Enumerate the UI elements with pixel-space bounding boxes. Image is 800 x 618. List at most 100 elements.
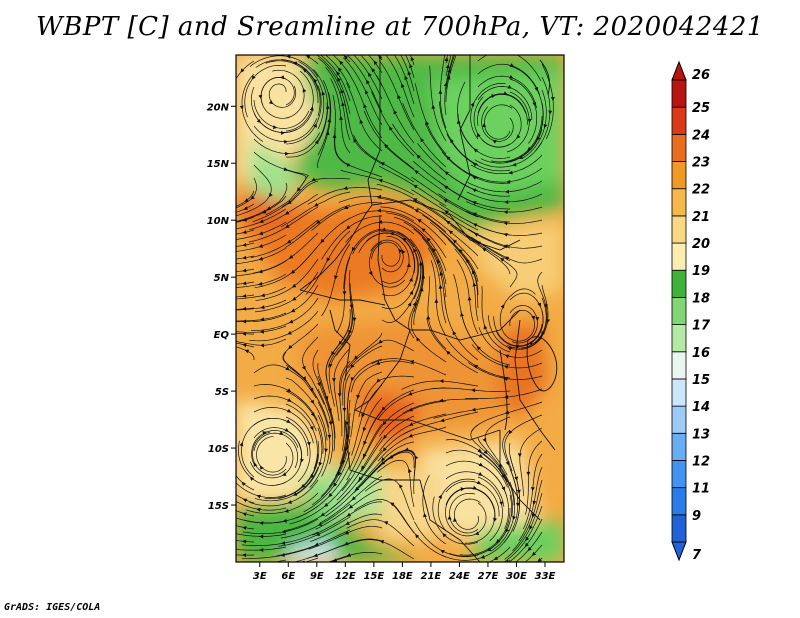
streamline-arrow	[302, 88, 307, 93]
map-frame	[235, 54, 565, 563]
streamline-arrow	[250, 195, 255, 200]
streamline	[249, 479, 319, 507]
streamline-arrow	[242, 306, 247, 311]
streamline	[470, 154, 543, 175]
streamline-arrow	[320, 238, 325, 244]
streamline-arrow	[389, 126, 393, 131]
colorbar-label: 13	[692, 427, 710, 442]
colorbar: 7 9 11 12 13 14 15 16 17 18 19 20 21 22 23 24 25 26	[671, 60, 711, 563]
streamline-arrow	[516, 134, 521, 139]
longitude-axis: 3E 6E 9E 12E 15E 18E 21E 24E 27E 30E 33E	[253, 562, 556, 582]
streamline	[411, 176, 479, 218]
streamline-arrow	[242, 294, 247, 299]
colorbar-top-arrow	[671, 60, 687, 81]
streamline	[509, 305, 538, 344]
streamline	[457, 113, 511, 159]
streamline-arrow	[325, 130, 330, 136]
colorbar-segment	[671, 405, 687, 434]
streamline	[285, 70, 314, 132]
streamline-arrow	[471, 407, 476, 412]
streamline-arrow	[291, 296, 297, 301]
streamline-arrow	[260, 293, 266, 298]
streamline-arrow	[259, 548, 264, 552]
lon-label: 21E	[421, 571, 442, 582]
streamline	[468, 167, 543, 183]
streamline-arrow	[284, 210, 290, 215]
streamline-arrow	[503, 365, 509, 369]
streamline-arrow	[516, 502, 520, 507]
streamline-arrow	[409, 290, 414, 295]
streamline	[470, 401, 543, 432]
streamline-arrow	[467, 296, 472, 301]
streamline-arrow	[409, 277, 413, 282]
streamline	[346, 82, 383, 152]
streamline-arrow	[446, 220, 451, 225]
streamline-arrow	[292, 492, 298, 496]
streamlines	[236, 55, 555, 562]
streamline-arrow	[507, 346, 513, 351]
streamline-arrow	[412, 198, 418, 202]
streamline-arrow	[302, 376, 307, 381]
streamline	[310, 513, 383, 543]
streamline-arrow	[272, 125, 278, 130]
streamline	[381, 264, 422, 323]
streamline-arrow	[389, 502, 395, 507]
colorbar-segment	[671, 297, 687, 325]
streamline	[429, 222, 479, 283]
streamline	[333, 347, 351, 422]
streamline	[490, 481, 516, 552]
streamline-arrow	[331, 378, 336, 383]
streamline	[241, 417, 271, 478]
colorbar-segment	[671, 324, 687, 353]
streamline-arrow	[417, 218, 422, 223]
streamline-arrow	[361, 413, 365, 418]
streamline	[467, 362, 543, 380]
streamline	[252, 431, 287, 476]
streamline	[445, 502, 487, 537]
streamline	[412, 199, 479, 244]
streamline-arrow	[414, 170, 419, 175]
streamline-arrow	[320, 512, 325, 517]
streamline-arrow	[258, 269, 263, 274]
streamline	[443, 292, 479, 361]
streamline-arrow	[340, 89, 345, 94]
lat-label: 10S	[208, 444, 229, 455]
colorbar-label: 14	[692, 400, 710, 415]
streamline	[403, 411, 479, 435]
streamline	[447, 239, 479, 309]
streamline-arrow	[363, 440, 367, 446]
streamline	[346, 410, 383, 481]
streamline	[409, 238, 424, 313]
streamline-arrow	[414, 455, 419, 460]
streamline	[460, 310, 511, 366]
country-borders	[299, 55, 558, 562]
streamline-arrow	[493, 556, 499, 560]
streamline-arrow	[279, 75, 284, 80]
streamline	[380, 230, 419, 287]
streamline	[385, 212, 447, 259]
colorbar-segment	[671, 161, 687, 190]
streamline-arrow	[355, 486, 360, 492]
streamline	[371, 241, 401, 267]
colorbar-segment	[671, 378, 687, 407]
streamline-arrow	[309, 106, 314, 111]
streamline-arrow	[504, 256, 510, 261]
streamline-arrow	[259, 521, 264, 526]
streamline	[441, 211, 511, 249]
streamline-arrow	[472, 176, 477, 180]
streamline	[535, 76, 551, 151]
streamline-arrow	[328, 421, 333, 426]
streamline-arrow	[284, 151, 290, 156]
streamline	[353, 499, 415, 534]
streamline-arrow	[409, 360, 415, 364]
lon-label: 33E	[535, 571, 556, 582]
streamline-arrow	[281, 472, 287, 476]
streamline	[317, 375, 336, 452]
streamline	[466, 210, 543, 224]
streamline-arrow	[285, 366, 290, 371]
streamline	[236, 338, 287, 346]
colorbar-label: 20	[692, 237, 710, 252]
streamline	[272, 69, 305, 119]
streamline-arrow	[343, 55, 349, 60]
streamline	[403, 221, 447, 285]
